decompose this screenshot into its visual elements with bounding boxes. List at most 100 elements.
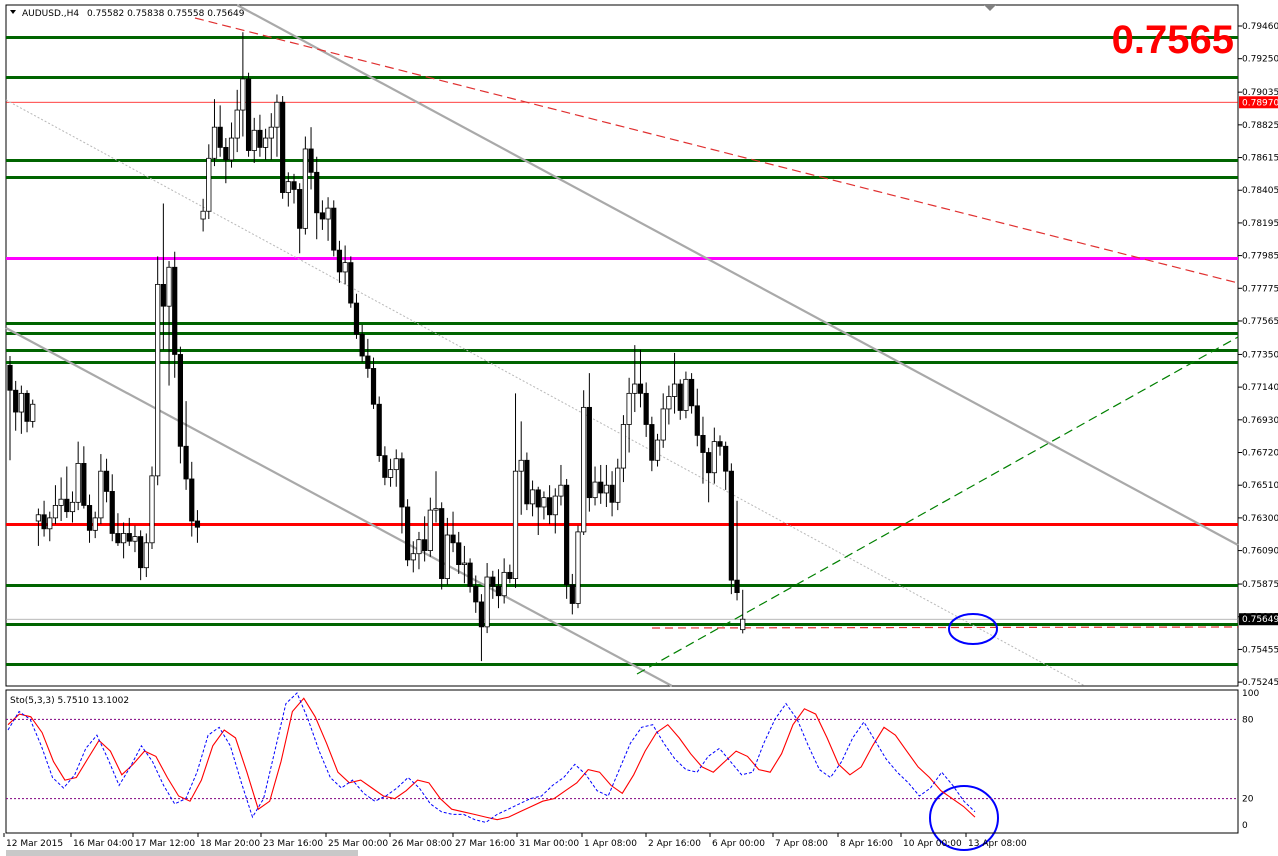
candle-body [422,539,428,551]
candle-97 [558,464,564,506]
candle-109 [626,377,632,453]
candle-body [183,445,189,480]
candle-body [547,497,553,516]
candle-body [251,129,257,151]
time-tick-label: 2 Apr 16:00 [648,839,701,849]
red-dashed-trendline [194,17,1239,284]
price-tick-label: 0.78615 [1242,154,1278,164]
candle-59 [342,245,348,285]
highlight-circle-stochastic [929,785,999,851]
price-tick-label: 0.78825 [1242,121,1278,131]
candle-81 [467,558,473,593]
scroll-marker-icon[interactable] [984,5,996,11]
candle-63 [365,338,371,378]
price-tick-label: 0.79250 [1242,55,1278,65]
big-price: 0.7565 [1112,18,1234,62]
stoch-level-label: 0 [1242,821,1248,831]
candle-body [439,508,445,579]
price-tick-label: 0.79035 [1242,88,1278,98]
candle-58 [336,240,343,283]
candle-92 [529,480,536,517]
candle-body [495,585,502,597]
candle-102 [586,373,592,512]
candle-107 [615,458,621,511]
candle-body [558,484,564,497]
candle-17 [103,458,110,503]
time-tick-label: 17 Mar 12:00 [135,839,195,849]
candle-55 [319,200,326,230]
candle-body [240,78,246,111]
candle-body [450,534,456,544]
candle-body [410,553,416,561]
candle-body [64,498,70,513]
candle-80 [461,545,468,584]
candle-body [177,354,183,447]
candle-106 [609,471,615,517]
candle-body [359,333,365,357]
candle-body [166,266,172,307]
candle-123 [706,447,712,503]
candle-body [717,441,723,447]
candle-body [291,181,297,190]
candle-body [262,137,269,148]
candle-30 [177,346,183,464]
candle-body [30,403,36,422]
price-tick-label: 0.77350 [1242,350,1278,360]
candle-73 [422,516,428,562]
candle-body [575,531,581,604]
candle-122 [700,416,706,484]
highlight-circle-price [948,613,998,645]
dropdown-arrow-icon[interactable] [10,10,16,14]
candle-body [507,571,513,579]
price-tick-label: 0.79460 [1242,22,1278,32]
candle-86 [495,569,502,609]
candle-body [149,475,155,544]
candle-body [711,441,717,474]
candle-12 [75,441,81,511]
candle-body [609,484,615,503]
candle-body [740,618,746,631]
candle-body [552,495,558,516]
candle-74 [427,497,433,557]
candle-71 [410,541,416,573]
candle-body [654,439,661,461]
candle-105 [603,464,610,507]
candle-26 [155,256,161,486]
candle-35 [206,144,212,220]
candle-body [257,129,263,148]
candle-body [660,408,666,441]
candle-82 [473,575,479,613]
candle-body [353,302,360,335]
candle-body [365,355,371,369]
candle-body [649,424,655,461]
candle-77 [444,517,450,585]
candle-body [723,445,729,472]
red-dashed-horizontal [651,626,1239,629]
candle-110 [632,345,638,413]
time-tick-label: 23 Mar 16:00 [263,839,323,849]
candle-body [490,576,496,587]
channel-lower-line [5,327,673,687]
stoch-signal-line [7,692,976,823]
candle-67 [387,458,394,487]
scrollbar[interactable] [6,850,358,856]
candle-88 [507,564,513,584]
candle-7 [47,511,53,542]
candle-40 [234,89,240,153]
candle-108 [620,415,627,483]
main-pane-border [5,4,1239,687]
candle-body [314,171,320,214]
candle-21 [126,517,132,546]
candle-52 [302,136,308,235]
candle-body [535,489,541,508]
candle-body [706,452,712,474]
time-tick-label: 16 Mar 04:00 [73,839,133,849]
time-tick-label: 7 Apr 08:00 [775,839,828,849]
candle-body [467,562,473,587]
candle-body [268,126,274,139]
candle-body [325,207,331,220]
price-tick-label: 0.78195 [1242,219,1278,229]
candle-38 [223,138,229,184]
time-axis: 12 Mar 2015 16 Mar 04:00 17 Mar 12:00 18 Ma… [3,833,1027,849]
